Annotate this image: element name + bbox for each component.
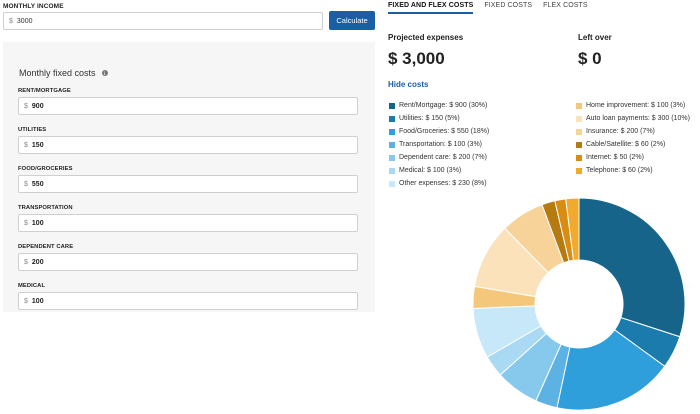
transportation-input[interactable]: $ 100 (18, 214, 358, 232)
legend-label: Transportation: $ 100 (3%) (399, 141, 483, 148)
legend-label: Utilities: $ 150 (5%) (399, 115, 460, 122)
legend-item-home-improvement: Home improvement: $ 100 (3%) (576, 99, 690, 112)
monthly-income-label: MONTHLY INCOME (3, 3, 64, 10)
tab-fixed-costs[interactable]: FIXED COSTS (484, 2, 533, 9)
field-label: TRANSPORTATION (18, 205, 73, 211)
legend-label: Rent/Mortgage: $ 900 (30%) (399, 102, 488, 109)
legend-swatch (576, 167, 582, 174)
legend-label: Food/Groceries: $ 550 (18%) (399, 128, 490, 135)
projected-expenses-label: Projected expenses (388, 33, 464, 42)
legend-swatch (389, 128, 395, 135)
info-icon[interactable]: i (101, 70, 108, 76)
donut-slice-telephone (565, 198, 580, 261)
legend-swatch (576, 128, 582, 135)
left-over-label: Left over (578, 33, 612, 42)
currency-symbol: $ (24, 297, 28, 305)
legend-swatch (389, 167, 395, 174)
cost-tabs: FIXED AND FLEX COSTS FIXED COSTS FLEX CO… (388, 0, 599, 14)
hide-costs-link[interactable]: Hide costs (388, 80, 429, 89)
field-label: FOOD/GROCERIES (18, 166, 73, 172)
tab-flex-costs[interactable]: FLEX COSTS (543, 2, 588, 9)
field-label: MEDICAL (18, 283, 46, 289)
legend-swatch (576, 141, 582, 148)
calculate-button[interactable]: Calculate (329, 11, 375, 30)
dependent-care-input[interactable]: $ 200 (18, 253, 358, 271)
legend-item-other-expenses: Other expenses: $ 230 (8%) (389, 177, 489, 190)
currency-symbol: $ (24, 141, 28, 149)
donut-slice-rent-mortgage (578, 198, 686, 338)
legend-swatch (576, 115, 582, 122)
legend-label: Other expenses: $ 230 (8%) (399, 180, 487, 187)
legend-label: Dependent care: $ 200 (7%) (399, 154, 487, 161)
monthly-income-value: 3000 (16, 17, 33, 25)
legend-swatch (389, 154, 395, 161)
legend-label: Medical: $ 100 (3%) (399, 167, 462, 174)
legend-left-column: Rent/Mortgage: $ 900 (30%) Utilities: $ … (389, 99, 489, 190)
field-transportation: TRANSPORTATION $ 100 (18, 205, 358, 232)
field-value: 100 (31, 297, 44, 305)
legend-label: Telephone: $ 60 (2%) (586, 167, 653, 174)
currency-symbol: $ (9, 17, 13, 25)
field-food-groceries: FOOD/GROCERIES $ 550 (18, 166, 358, 193)
fixed-costs-title: Monthly fixed costs i (19, 68, 108, 78)
utilities-input[interactable]: $ 150 (18, 136, 358, 154)
projected-expenses-value: $ 3,000 (388, 49, 445, 68)
currency-symbol: $ (24, 180, 28, 188)
legend-right-column: Home improvement: $ 100 (3%) Auto loan p… (576, 99, 690, 177)
legend-item-transportation: Transportation: $ 100 (3%) (389, 138, 489, 151)
legend-swatch (389, 180, 395, 187)
legend-label: Internet: $ 50 (2%) (586, 154, 644, 161)
field-rent-mortgage: RENT/MORTGAGE $ 900 (18, 88, 358, 115)
legend-swatch (389, 115, 395, 122)
field-value: 200 (31, 258, 44, 266)
legend-label: Insurance: $ 200 (7%) (586, 128, 655, 135)
legend-item-utilities: Utilities: $ 150 (5%) (389, 112, 489, 125)
legend-swatch (389, 141, 395, 148)
legend-item-dependent-care: Dependent care: $ 200 (7%) (389, 151, 489, 164)
field-value: 150 (31, 141, 44, 149)
legend-swatch (576, 102, 582, 109)
currency-symbol: $ (24, 102, 28, 110)
field-label: DEPENDENT CARE (18, 244, 74, 250)
field-label: UTILITIES (18, 127, 47, 133)
field-value: 550 (31, 180, 44, 188)
legend-item-auto-loan-payments: Auto loan payments: $ 300 (10%) (576, 112, 690, 125)
field-dependent-care: DEPENDENT CARE $ 200 (18, 244, 358, 271)
legend-label: Home improvement: $ 100 (3%) (586, 102, 686, 109)
medical-input[interactable]: $ 100 (18, 292, 358, 310)
field-medical: MEDICAL $ 100 (18, 283, 358, 310)
legend-item-rent-mortgage: Rent/Mortgage: $ 900 (30%) (389, 99, 489, 112)
tab-fixed-and-flex-costs[interactable]: FIXED AND FLEX COSTS (388, 0, 474, 14)
food-groceries-input[interactable]: $ 550 (18, 175, 358, 193)
rent-mortgage-input[interactable]: $ 900 (18, 97, 358, 115)
legend-item-telephone: Telephone: $ 60 (2%) (576, 164, 690, 177)
fixed-costs-title-text: Monthly fixed costs (19, 68, 96, 78)
left-over-value: $ 0 (578, 49, 602, 68)
field-utilities: UTILITIES $ 150 (18, 127, 358, 154)
legend-label: Cable/Satellite: $ 60 (2%) (586, 141, 666, 148)
legend-swatch (576, 154, 582, 161)
legend-swatch (389, 102, 395, 109)
legend-item-medical: Medical: $ 100 (3%) (389, 164, 489, 177)
legend-item-food-groceries: Food/Groceries: $ 550 (18%) (389, 125, 489, 138)
fixed-costs-panel: Monthly fixed costs i RENT/MORTGAGE $ 90… (3, 42, 375, 312)
currency-symbol: $ (24, 219, 28, 227)
field-value: 900 (31, 102, 44, 110)
currency-symbol: $ (24, 258, 28, 266)
legend-item-cable-satellite: Cable/Satellite: $ 60 (2%) (576, 138, 690, 151)
donut-slice-food-groceries (556, 329, 666, 411)
legend-item-internet: Internet: $ 50 (2%) (576, 151, 690, 164)
field-label: RENT/MORTGAGE (18, 88, 71, 94)
expenses-donut-chart (472, 198, 686, 411)
legend-label: Auto loan payments: $ 300 (10%) (586, 115, 690, 122)
monthly-income-input[interactable]: $ 3000 (3, 12, 323, 30)
legend-item-insurance: Insurance: $ 200 (7%) (576, 125, 690, 138)
field-value: 100 (31, 219, 44, 227)
